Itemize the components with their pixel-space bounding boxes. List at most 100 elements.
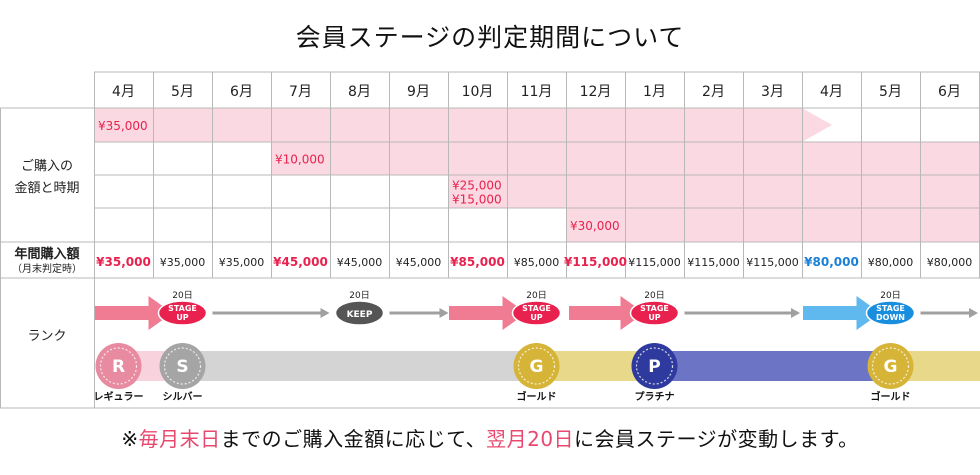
annual-total: ¥80,000: [804, 255, 859, 269]
month-header: 3月: [761, 84, 784, 100]
annual-total: ¥45,000: [273, 255, 328, 269]
month-header: 5月: [879, 84, 902, 100]
rank-medal-g: [513, 343, 560, 389]
event-badge-up: [629, 300, 680, 326]
footnote-next-20th: 翌月20日: [486, 427, 575, 451]
page-title: 会員ステージの判定期間について: [295, 23, 685, 52]
annual-total: ¥35,000: [219, 256, 265, 269]
purchase-amount: ¥10,000: [275, 153, 325, 167]
annual-row-sublabel: （月末判定時）: [12, 262, 82, 275]
rank-name: シルバー: [163, 391, 203, 403]
month-header: 4月: [112, 84, 135, 100]
event-badge-label: UP: [530, 313, 542, 322]
rank-medal-letter: G: [884, 357, 898, 377]
rank-medal-p: [631, 343, 678, 389]
event-badge-keep: [334, 300, 385, 326]
footnote: ※毎月末日までのご購入金額に応じて、翌月20日に会員ステージが変動します。: [0, 423, 980, 452]
rank-name: プラチナ: [635, 390, 675, 403]
rank-bar: [654, 351, 891, 381]
rank-medal-letter: P: [648, 357, 660, 377]
annual-total: ¥115,000: [687, 256, 740, 269]
event-day-label: 20日: [880, 290, 900, 301]
rank-medal-ring: [517, 347, 556, 385]
footnote-suffix: に会員ステージが変動します。: [574, 427, 859, 451]
event-badge-up: [511, 300, 562, 326]
event-day-label: 20日: [349, 290, 369, 301]
purchase-row-label: 金額と時期: [14, 180, 79, 196]
annual-total: ¥85,000: [450, 255, 505, 269]
rank-medal-letter: S: [176, 357, 188, 377]
rank-medal-s: [159, 343, 206, 389]
purchase-amount: ¥15,000: [452, 193, 502, 207]
rank-arrow-up: [95, 296, 173, 330]
month-header: 6月: [230, 84, 253, 100]
month-header: 12月: [580, 84, 612, 100]
event-day-label: 20日: [644, 290, 664, 301]
month-header: 10月: [462, 84, 494, 100]
annual-total: ¥115,000: [628, 256, 681, 269]
annual-total: ¥80,000: [868, 256, 914, 269]
annual-row-label: 年間購入額: [14, 246, 79, 262]
event-badge-down: [865, 300, 916, 326]
rank-medal-ring: [163, 347, 202, 385]
purchase-band-0: [94, 108, 832, 142]
event-badge-label: STAGE: [640, 304, 669, 313]
rank-arrow-flat-head: [969, 308, 978, 318]
month-header: 7月: [289, 84, 312, 100]
purchase-band-3: [566, 208, 980, 242]
purchase-row-label: ご購入の: [21, 158, 73, 174]
rank-medal-ring: [635, 347, 674, 385]
purchase-amount: ¥30,000: [570, 219, 620, 233]
purchase-amount: ¥25,000: [452, 179, 502, 193]
event-day-label: 20日: [526, 290, 546, 301]
month-header: 5月: [171, 84, 194, 100]
rank-medal-r: [95, 343, 142, 389]
purchase-band-2: [448, 175, 980, 208]
purchase-amount: ¥35,000: [98, 119, 148, 133]
rank-arrow-down: [803, 296, 881, 330]
event-badge-label: DOWN: [876, 313, 905, 322]
rank-name: ゴールド: [871, 390, 911, 403]
event-badge-label: KEEP: [347, 310, 373, 320]
month-header: 4月: [820, 84, 843, 100]
rank-medal-g: [867, 343, 914, 389]
month-header: 1月: [643, 84, 666, 100]
event-badge-label: STAGE: [876, 304, 905, 313]
annual-total: ¥80,000: [927, 256, 973, 269]
month-header: 11月: [521, 84, 553, 100]
footnote-month-end: 毎月末日: [138, 427, 221, 451]
rank-medal-letter: R: [112, 357, 125, 377]
rank-name: レギュラー: [94, 390, 144, 403]
rank-bar: [182, 351, 537, 381]
event-badge-up: [157, 300, 208, 326]
annual-total: ¥45,000: [396, 256, 442, 269]
month-header: 9月: [407, 84, 430, 100]
event-badge-label: UP: [176, 313, 188, 322]
event-badge-label: UP: [648, 313, 660, 322]
rank-arrow-flat-head: [320, 308, 330, 318]
annual-total: ¥115,000: [746, 256, 799, 269]
event-badge-label: STAGE: [168, 304, 197, 313]
footnote-prefix: ※: [121, 427, 139, 451]
rank-row-label: ランク: [27, 329, 66, 344]
rank-name: ゴールド: [517, 390, 557, 403]
annual-total: ¥115,000: [564, 255, 627, 269]
annual-total: ¥85,000: [514, 256, 560, 269]
month-header: 2月: [702, 84, 725, 100]
rank-arrow-flat-head: [439, 308, 449, 318]
rank-medal-letter: G: [530, 357, 544, 377]
event-badge-label: STAGE: [522, 304, 551, 313]
month-header: 6月: [938, 84, 961, 100]
rank-medal-ring: [871, 347, 910, 385]
annual-total: ¥35,000: [160, 256, 206, 269]
footnote-middle: までのご購入金額に応じて、: [220, 427, 487, 451]
rank-arrow-flat-head: [791, 308, 800, 318]
annual-total: ¥45,000: [337, 256, 383, 269]
month-header: 8月: [348, 84, 371, 100]
annual-total: ¥35,000: [96, 255, 151, 269]
rank-arrow-up: [449, 296, 527, 330]
rank-arrow-up: [569, 296, 645, 330]
rank-medal-ring: [99, 347, 138, 385]
event-day-label: 20日: [172, 290, 192, 301]
